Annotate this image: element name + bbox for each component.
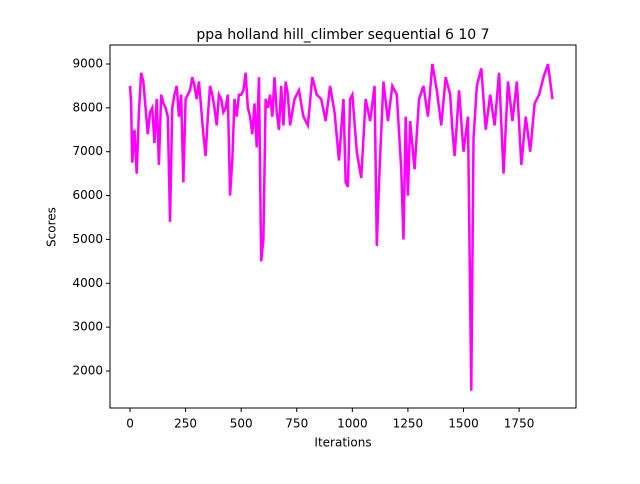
chart-title: ppa holland hill_climber sequential 6 10… bbox=[196, 27, 489, 43]
y-tick-label: 3000 bbox=[72, 320, 103, 334]
x-tick-label: 1750 bbox=[504, 417, 535, 431]
x-tick-label: 750 bbox=[285, 417, 308, 431]
plot-frame bbox=[109, 44, 577, 409]
x-tick-label: 1000 bbox=[337, 417, 368, 431]
y-tick-label: 9000 bbox=[72, 56, 103, 70]
y-tick-label: 8000 bbox=[72, 100, 103, 114]
x-tick-label: 1250 bbox=[393, 417, 424, 431]
x-tick-label: 250 bbox=[174, 417, 197, 431]
y-tick-label: 7000 bbox=[72, 144, 103, 158]
data-line bbox=[128, 63, 554, 391]
x-tick-label: 1500 bbox=[448, 417, 479, 431]
y-tick-label: 4000 bbox=[72, 276, 103, 290]
y-tick-label: 2000 bbox=[72, 363, 103, 377]
x-tick-label: 0 bbox=[126, 417, 134, 431]
y-tick-label: 6000 bbox=[72, 188, 103, 202]
y-tick-label: 5000 bbox=[72, 232, 103, 246]
x-axis-label: Iterations bbox=[314, 436, 371, 450]
x-tick-label: 500 bbox=[230, 417, 253, 431]
y-axis-label: Scores bbox=[45, 207, 59, 247]
